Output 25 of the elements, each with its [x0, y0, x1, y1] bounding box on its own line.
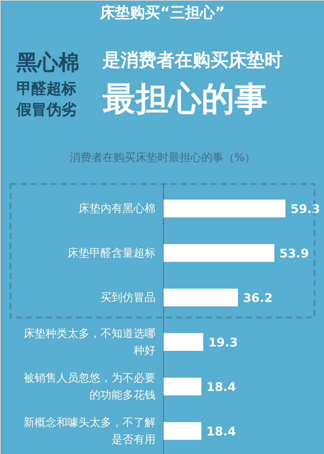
text: 假冒伪劣 [16, 100, 78, 118]
bar [164, 244, 274, 262]
text: 是消费者在购买床垫时 [102, 50, 282, 71]
y-tick-label: 新概念和噱头太多，不了解是否有用 [24, 416, 156, 446]
chart-title: 床垫购买“三担心” [99, 4, 225, 22]
text: 甲醛超标 [16, 80, 76, 98]
y-tick-label: 床垫内有黑心棉 [78, 202, 156, 215]
data-label: 18.4 [206, 424, 236, 438]
y-tick-label: 床垫甲醛含量超标 [68, 246, 156, 260]
data-label: 53.9 [279, 246, 309, 260]
y-tick-label: 床垫种类太多，不知道选哪种好 [24, 327, 156, 357]
bar [164, 288, 238, 306]
y-tick-label: 被销售人员忽悠，为不必要的功能多花钱 [24, 372, 156, 402]
bar [164, 378, 202, 396]
chart-subtitle: 消费者在购买床垫时最担心的事（%） [69, 151, 256, 164]
text: 黑心棉 [16, 50, 80, 74]
bar [164, 333, 204, 351]
y-tick-label: 买到仿冒品 [100, 291, 156, 304]
data-label: 19.3 [208, 336, 238, 350]
data-label: 18.4 [206, 380, 236, 394]
data-label: 36.2 [242, 291, 273, 305]
bar [164, 200, 286, 218]
bar [164, 422, 202, 440]
text: 最担心的事 [102, 79, 268, 118]
data-label: 59.3 [290, 202, 320, 216]
